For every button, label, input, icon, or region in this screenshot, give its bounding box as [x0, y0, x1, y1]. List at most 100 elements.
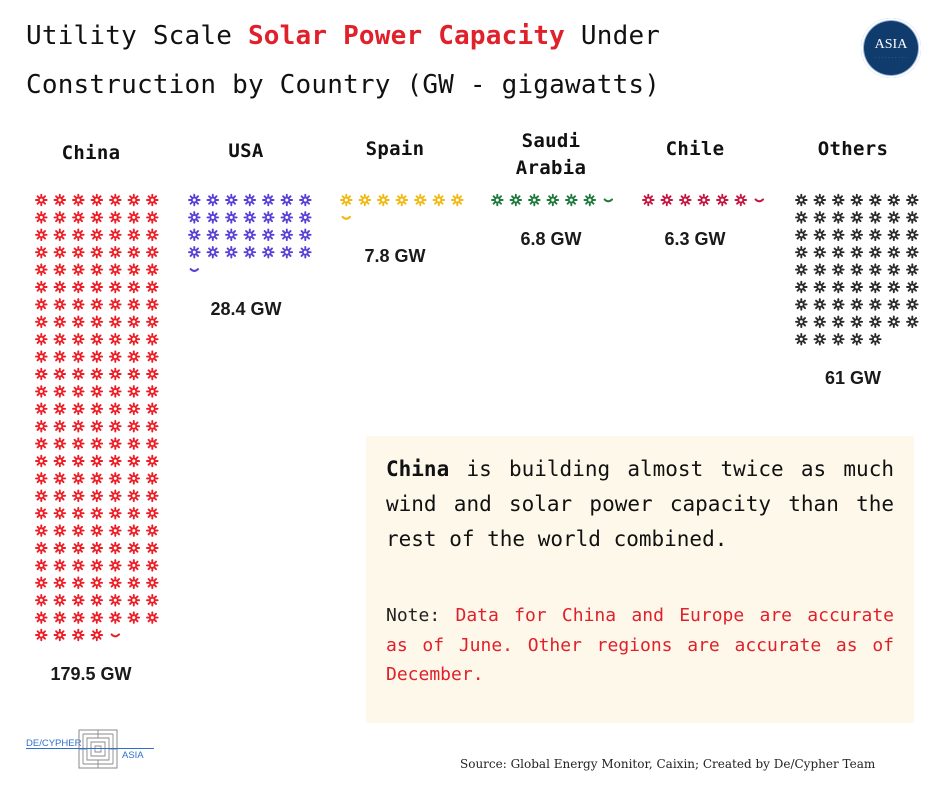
country-label-line: China: [61, 142, 121, 164]
sun-icon: [53, 350, 67, 363]
sun-icon: [850, 280, 864, 294]
sun-icon: [906, 228, 919, 242]
sun-icon: [906, 245, 919, 259]
sun-icon: [53, 454, 67, 468]
sun-icon: [109, 472, 122, 485]
sun-icon: [813, 332, 827, 346]
sun-icon: [127, 559, 141, 572]
sun-icon: [53, 280, 67, 294]
sun-icon: [832, 315, 845, 329]
sun-icon: [109, 593, 122, 607]
sun-icon: [127, 611, 141, 624]
sun-icon: [53, 524, 67, 537]
sun-icon: [35, 367, 48, 381]
sun-icon: [262, 193, 275, 207]
note-main-rest: is building almost twice as much wind an…: [386, 457, 894, 551]
sun-icon: [35, 506, 48, 520]
sun-icon: [35, 472, 48, 485]
sun-icon: [90, 350, 104, 363]
sun-icon: [35, 385, 48, 398]
sun-icon: [127, 245, 141, 259]
sun-icon: [206, 228, 220, 242]
sun-icon: [832, 228, 845, 242]
sun-icon: [127, 280, 141, 294]
sun-icon: [225, 245, 238, 259]
sun-icon: [262, 228, 275, 242]
sun-icon: [35, 402, 48, 416]
partial-sun-icon: [189, 268, 200, 272]
sun-icon: [127, 454, 141, 468]
sun-icon: [109, 367, 122, 381]
sun-icon: [225, 193, 238, 207]
sun-icon: [146, 402, 159, 416]
sun-icon: [850, 211, 864, 224]
sun-icon: [795, 280, 808, 294]
sun-icon: [188, 228, 201, 242]
sun-icon: [53, 228, 67, 242]
country-label-spain: Spain: [315, 136, 475, 163]
sun-icon: [90, 472, 104, 485]
sun-icon: [72, 193, 85, 207]
sun-icon: [262, 211, 275, 224]
sun-icon: [109, 454, 122, 468]
sun-icon: [146, 559, 159, 572]
sun-icon: [35, 454, 48, 468]
sun-icon: [109, 315, 122, 329]
sun-icon: [377, 193, 390, 207]
sun-icon: [850, 315, 864, 329]
sun-icon: [109, 524, 122, 537]
sun-icon: [109, 437, 122, 450]
sun-icon: [146, 367, 159, 381]
sun-icon: [53, 367, 67, 381]
sun-icon: [35, 489, 48, 503]
sun-icon: [72, 472, 85, 485]
sun-icon: [90, 611, 104, 624]
value-label-saudi-arabia: 6.8 GW: [520, 229, 582, 249]
country-label-line: Others: [817, 138, 889, 160]
sun-icon: [90, 263, 104, 276]
sun-icon: [72, 385, 85, 398]
sun-icon: [53, 611, 67, 624]
country-label-line: Arabia: [515, 157, 587, 179]
sun-icon: [90, 367, 104, 381]
sun-icon: [813, 245, 827, 259]
sun-icon: [299, 211, 312, 224]
sun-icon: [850, 332, 864, 346]
sun-icon: [127, 228, 141, 242]
country-label-line: Saudi: [521, 130, 581, 152]
country-label-others: Others: [773, 136, 933, 163]
sun-icon: [813, 193, 827, 207]
sun-icon: [109, 193, 122, 207]
sun-icon: [127, 385, 141, 398]
sun-icon: [53, 385, 67, 398]
sun-icon: [127, 402, 141, 416]
sun-icon: [90, 437, 104, 450]
sun-icon: [887, 263, 901, 276]
sun-icon: [451, 193, 464, 207]
sun-icon: [90, 385, 104, 398]
sun-icon: [53, 437, 67, 450]
sun-icon: [146, 593, 159, 607]
sun-icon: [262, 245, 275, 259]
sun-icon: [35, 332, 48, 346]
sun-icon: [127, 263, 141, 276]
sun-icon: [127, 211, 141, 224]
sun-icon: [225, 211, 238, 224]
country-label-chile: Chile: [615, 136, 775, 163]
sun-icon: [90, 332, 104, 346]
sun-icon: [72, 489, 85, 503]
sun-icon: [72, 228, 85, 242]
sun-icon: [832, 245, 845, 259]
sun-icon: [53, 489, 67, 503]
sun-icon: [90, 419, 104, 433]
sun-icon: [127, 193, 141, 207]
sun-icon: [127, 298, 141, 311]
sun-icon: [90, 402, 104, 416]
sun-icon: [109, 506, 122, 520]
sun-icon: [850, 245, 864, 259]
sun-icon: [109, 559, 122, 572]
sun-icon: [146, 245, 159, 259]
sun-icon: [146, 437, 159, 450]
sun-icon: [90, 280, 104, 294]
